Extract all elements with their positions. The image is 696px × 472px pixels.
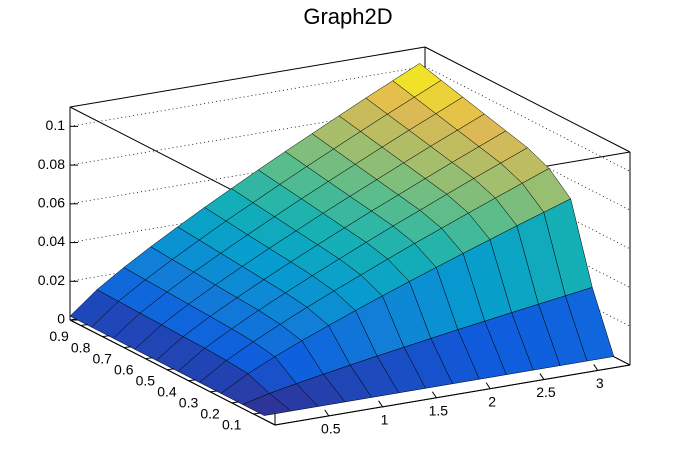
y-tick-label: 0.3 [179,395,199,411]
y-tick-label: 0.5 [136,372,156,388]
y-tick-label: 0.4 [157,383,177,399]
x-tick-label: 2.5 [536,384,556,400]
box-edge [424,46,631,153]
y-tick-label: 0.9 [49,328,69,344]
y-tick [253,412,261,415]
surface-cell [242,393,292,416]
y-tick [167,368,175,371]
grid-line [69,65,631,172]
x-tick-label: 3 [596,375,604,391]
y-tick [102,335,110,338]
z-tick-label: 0.08 [38,156,65,172]
x-tick [539,373,545,380]
y-tick [80,324,88,327]
y-tick [188,379,196,382]
x-tick-label: 2 [488,393,496,409]
z-tick-label: 0.02 [38,272,65,288]
y-tick [145,357,153,360]
x-tick-label: 0.5 [321,421,341,437]
z-tick-label: 0.06 [38,195,65,211]
x-tick [593,364,599,371]
x-tick [324,409,330,417]
y-tick-label: 0.8 [71,339,91,355]
z-tick-label: 0 [57,311,65,327]
chart-title: Graph2D [303,4,392,29]
y-tick [231,401,239,404]
x-tick [485,382,491,389]
box-edge [274,364,631,426]
y-tick-label: 0.7 [92,350,112,366]
y-tick-label: 0.2 [200,406,220,422]
box-edge [69,46,426,108]
z-tick-label: 0.1 [46,117,66,133]
y-tick-label: 0.1 [222,417,242,433]
x-tick-label: 1.5 [429,402,449,418]
y-tick [210,390,218,393]
y-tick-label: 0.6 [114,361,134,377]
x-tick [378,400,383,408]
z-tick-label: 0.04 [38,233,65,249]
y-tick [123,346,132,349]
box-edge [69,319,276,426]
x-tick-label: 1 [381,412,389,428]
x-tick [431,391,437,399]
